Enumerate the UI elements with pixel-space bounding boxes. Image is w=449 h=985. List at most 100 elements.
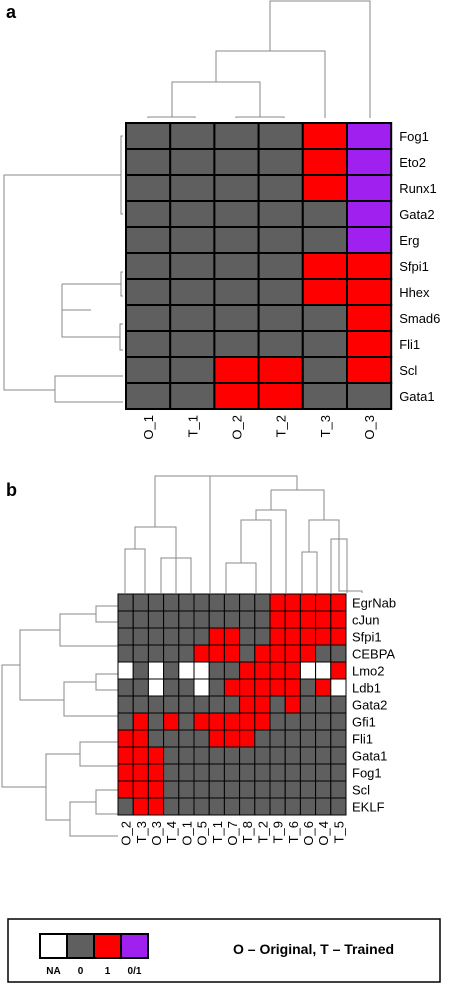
heatmap-cell (284, 593, 301, 612)
heatmap-cell (147, 627, 165, 646)
row-label: Scl (352, 783, 370, 798)
heatmap-cell (330, 661, 347, 680)
heatmap-cell (254, 610, 271, 629)
heatmap-cell (284, 678, 301, 697)
legend-swatch (66, 933, 95, 959)
column-label: O_2 (230, 415, 245, 440)
column-label: T_2 (255, 821, 270, 843)
heatmap-cell (125, 304, 172, 332)
heatmap-cell (117, 695, 134, 714)
heatmap-cell (223, 644, 241, 663)
heatmap-cell (132, 780, 149, 799)
heatmap-cell (239, 593, 256, 612)
heatmap-cell (299, 797, 317, 816)
heatmap-cell (269, 661, 286, 680)
heatmap-cell (346, 382, 393, 410)
heatmap-cell (239, 797, 256, 816)
heatmap-cell (239, 627, 256, 646)
heatmap-cell (301, 278, 348, 306)
heatmap-cell (239, 644, 256, 663)
legend-swatch (120, 933, 149, 959)
column-label: O_2 (119, 821, 134, 846)
heatmap-cell (257, 122, 304, 150)
heatmap-cell (169, 200, 216, 228)
heatmap-cell (208, 644, 225, 663)
heatmap-cell (330, 695, 347, 714)
row-label: Fog1 (352, 766, 382, 781)
heatmap-cell (269, 729, 286, 748)
heatmap-cell (147, 780, 165, 799)
heatmap-cell (269, 644, 286, 663)
heatmap-cell (208, 797, 225, 816)
column-label: O_6 (301, 821, 316, 846)
row-label: Ldb1 (352, 681, 381, 696)
heatmap-cell (330, 593, 347, 612)
heatmap-cell (193, 627, 210, 646)
heatmap-cell (125, 174, 172, 202)
heatmap-cell (178, 763, 195, 782)
heatmap-cell (269, 797, 286, 816)
heatmap-cell (193, 695, 210, 714)
legend-swatch (39, 933, 68, 959)
heatmap-cell (213, 356, 260, 384)
heatmap-cell (315, 593, 332, 612)
heatmap-cell (284, 763, 301, 782)
heatmap-cell (208, 695, 225, 714)
legend-swatches: NA 0 1 0/1 (39, 933, 149, 977)
heatmap-cell (213, 330, 260, 358)
heatmap-cell (213, 122, 260, 150)
row-label: Scl (399, 363, 417, 378)
heatmap-cell (208, 712, 225, 731)
legend-swatch (93, 933, 122, 959)
column-label: T_3 (318, 415, 333, 437)
heatmap-cell (117, 712, 134, 731)
column-label: T_3 (134, 821, 149, 843)
heatmap-cell (269, 695, 286, 714)
heatmap-cell (315, 678, 332, 697)
heatmap-cell (301, 200, 348, 228)
heatmap-cell (169, 226, 216, 254)
heatmap-cell (147, 763, 165, 782)
heatmap-cell (223, 593, 241, 612)
heatmap-cell (269, 712, 286, 731)
heatmap-cell (178, 695, 195, 714)
heatmap-cell (299, 610, 317, 629)
heatmap-cell (315, 746, 332, 765)
row-label: Sfpi1 (352, 630, 382, 645)
heatmap-cell (239, 712, 256, 731)
heatmap-cell (315, 661, 332, 680)
row-label: EgrNab (352, 596, 396, 611)
heatmap-cell (208, 746, 225, 765)
heatmap-cell (301, 356, 348, 384)
heatmap-cell (315, 627, 332, 646)
heatmap-cell (330, 797, 347, 816)
row-label: Gata1 (352, 749, 387, 764)
heatmap-cell (132, 610, 149, 629)
heatmap-cell (208, 780, 225, 799)
heatmap-cell (169, 174, 216, 202)
heatmap-cell (147, 729, 165, 748)
heatmap-cell (257, 174, 304, 202)
heatmap-cell (269, 678, 286, 697)
panel-b-row-dendrogram (1, 605, 118, 837)
heatmap-cell (254, 627, 271, 646)
heatmap-cell (284, 780, 301, 799)
heatmap-cell (239, 661, 256, 680)
heatmap-cell (254, 678, 271, 697)
heatmap-cell (346, 356, 393, 384)
legend-label: 0/1 (128, 966, 142, 977)
heatmap-cell (346, 174, 393, 202)
heatmap-cell (169, 252, 216, 280)
heatmap-cell (254, 763, 271, 782)
heatmap-cell (147, 610, 165, 629)
column-label: O_7 (225, 821, 240, 846)
heatmap-cell (284, 627, 301, 646)
heatmap-cell (213, 148, 260, 176)
heatmap-cell (223, 729, 241, 748)
heatmap-cell (193, 593, 210, 612)
heatmap-cell (299, 763, 317, 782)
heatmap-cell (257, 382, 304, 410)
heatmap-cell (169, 278, 216, 306)
heatmap-cell (193, 729, 210, 748)
heatmap-cell (284, 797, 301, 816)
